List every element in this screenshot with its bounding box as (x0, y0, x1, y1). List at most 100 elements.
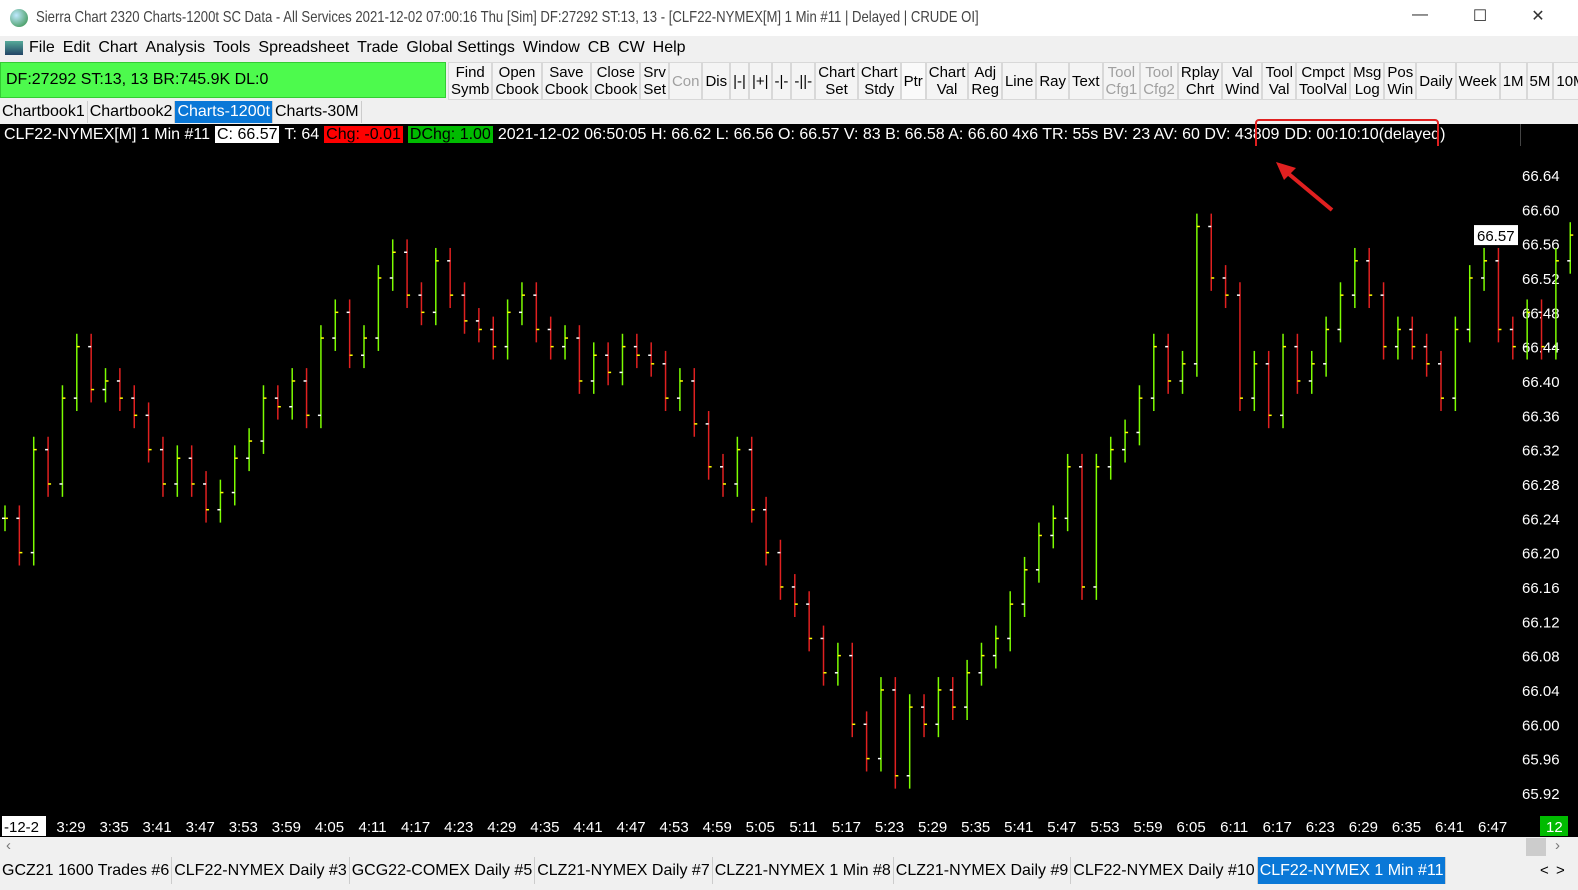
toolbar-button-week[interactable]: Week (1455, 62, 1500, 100)
toolbar-button-10m[interactable]: 10M (1553, 62, 1578, 100)
ohlc-bar (1236, 282, 1243, 412)
toolbar-button-findsymb[interactable]: Find Symb (448, 62, 493, 100)
toolbar-button-chartstdy[interactable]: Chart Stdy (857, 62, 901, 100)
x-tick-label: 4:29 (487, 819, 516, 836)
x-tick-label: 6:23 (1306, 819, 1335, 836)
toolbar-button-toolval[interactable]: Tool Val (1262, 62, 1296, 100)
toolbar-button-savecbook[interactable]: Save Cbook (541, 62, 592, 100)
button-label: 5M (1529, 72, 1551, 90)
menu-file[interactable]: File (29, 39, 55, 56)
x-tick-label: 5:23 (875, 819, 904, 836)
x-tick-label: 6:35 (1392, 819, 1421, 836)
scroll-right-icon[interactable]: › (1555, 837, 1560, 854)
chart-tab[interactable]: CLF22-NYMEX 1 Min #11 (1257, 857, 1447, 884)
ohlc-bar (1107, 436, 1114, 480)
horizontal-scrollbar[interactable]: ‹ › (0, 837, 1578, 857)
ohlc-bar (1394, 316, 1401, 360)
ohlc-bar (432, 247, 439, 326)
toolbar-button-rplaychrt[interactable]: Rplay Chrt (1177, 62, 1223, 100)
chartbook-tab[interactable]: Chartbook1 (0, 101, 88, 123)
menu-spreadsheet[interactable]: Spreadsheet (258, 39, 350, 56)
menu-cb[interactable]: CB (587, 39, 611, 56)
toolbar-button-poswin[interactable]: Pos Win (1384, 62, 1417, 100)
ohlc-bar (418, 282, 425, 326)
toolbar-button-opencbook[interactable]: Open Cbook (492, 62, 542, 100)
button-label: Adj (974, 64, 997, 81)
chart-tab[interactable]: GCG22-COMEX Daily #5 (350, 857, 536, 884)
ohlc-bar (404, 239, 411, 309)
menu-chart[interactable]: Chart (98, 39, 138, 56)
toolbar-button-con[interactable]: Con (668, 62, 703, 100)
trades-value: T: 64 (284, 126, 320, 143)
ohlc-bar (73, 333, 80, 412)
toolbar-button-daily[interactable]: Daily (1416, 62, 1456, 100)
toolbar-button-ray[interactable]: Ray (1036, 62, 1069, 100)
toolbar-button-msglog[interactable]: Msg Log (1350, 62, 1385, 100)
x-tick-label: 5:35 (961, 819, 990, 836)
toolbar-button-tool[interactable]: -||- (791, 62, 816, 100)
menu-global-settings[interactable]: Global Settings (406, 39, 515, 56)
chart-tab[interactable]: CLF22-NYMEX Daily #3 (172, 857, 350, 884)
toolbar-button-chartval[interactable]: Chart Val (925, 62, 969, 100)
x-tick-label: 5:47 (1047, 819, 1076, 836)
toolbar-button-1m[interactable]: 1M (1499, 62, 1527, 100)
y-tick-label: 66.00 (1522, 717, 1560, 734)
scroll-left-icon[interactable]: ‹ (6, 837, 11, 854)
chartbook-tab[interactable]: Charts-1200t (175, 101, 273, 123)
toolbar-button-line[interactable]: Line (1001, 62, 1037, 100)
toolbar-button-tool[interactable]: |+| (748, 62, 772, 100)
ohlc-bar (475, 308, 482, 343)
menu-tools[interactable]: Tools (213, 39, 251, 56)
chart-tab[interactable]: CLZ21-NYMEX 1 Min #8 (713, 857, 894, 884)
chart-tab[interactable]: CLZ21-NYMEX Daily #7 (535, 857, 713, 884)
menu-analysis[interactable]: Analysis (145, 39, 206, 56)
button-label: Ray (1039, 72, 1066, 90)
ohlc-bar (332, 299, 339, 351)
x-tick-label: 6:17 (1263, 819, 1292, 836)
tabs-prev-icon[interactable]: < (1540, 862, 1549, 879)
chartbook-tab[interactable]: Chartbook2 (88, 101, 176, 123)
toolbar-button-ptr[interactable]: Ptr (900, 62, 926, 100)
x-tick-label: 4:47 (616, 819, 645, 836)
button-label: Cfg2 (1143, 81, 1175, 98)
toolbar-button-toolcfg1[interactable]: Tool Cfg1 (1102, 62, 1141, 100)
button-label: Tool (1107, 64, 1136, 81)
chartbook-tab[interactable]: Charts-30M (273, 101, 362, 123)
ohlc-bar (1294, 333, 1301, 394)
scroll-thumb[interactable] (1526, 838, 1546, 856)
menu-cw[interactable]: CW (618, 39, 645, 56)
toolbar-button-cmpcttoolval[interactable]: Cmpct ToolVal (1295, 62, 1351, 100)
toolbar-button-tool[interactable]: -|- (771, 62, 792, 100)
ohlc-bar (1165, 333, 1172, 394)
button-label: Cfg1 (1105, 81, 1138, 98)
toolbar-button-5m[interactable]: 5M (1526, 62, 1554, 100)
toolbar-button-toolcfg2[interactable]: Tool Cfg2 (1140, 62, 1178, 100)
x-tick-label: 6:47 (1478, 819, 1507, 836)
toolbar-button-dis[interactable]: Dis (702, 62, 731, 100)
menu-trade[interactable]: Trade (357, 39, 399, 56)
toolbar-button-adjreg[interactable]: Adj Reg (968, 62, 1002, 100)
chart-app-icon[interactable] (5, 41, 23, 55)
chart-tab[interactable]: CLF22-NYMEX Daily #10 (1071, 857, 1258, 884)
menu-window[interactable]: Window (522, 39, 580, 56)
ohlc-bar (705, 411, 712, 480)
chart-tab[interactable]: CLZ21-NYMEX Daily #9 (894, 857, 1072, 884)
maximize-button[interactable]: ☐ (1472, 8, 1488, 25)
menu-edit[interactable]: Edit (62, 39, 91, 56)
tabs-next-icon[interactable]: > (1556, 862, 1565, 879)
chart-tab[interactable]: GCZ21 1600 Trades #6 (0, 857, 173, 884)
toolbar-button-tool[interactable]: |-| (730, 62, 749, 100)
toolbar-button-valwind[interactable]: Val Wind (1222, 62, 1263, 100)
menu-help[interactable]: Help (652, 39, 686, 56)
toolbar-button-srvset[interactable]: Srv Set (640, 62, 669, 100)
price-chart[interactable]: 66.6466.6066.5666.5266.4866.4466.4066.36… (0, 146, 1578, 815)
ohlc-bar (892, 677, 899, 789)
button-label: Cbook (495, 81, 539, 98)
toolbar-button-chartset[interactable]: Chart Set (815, 62, 858, 100)
minimize-button[interactable]: — (1412, 6, 1428, 23)
toolbar-button-text[interactable]: Text (1069, 62, 1103, 100)
toolbar-button-closecbook[interactable]: Close Cbook (591, 62, 641, 100)
ohlc-bar (1222, 265, 1229, 309)
ohlc-bar (720, 453, 726, 497)
close-button[interactable]: ✕ (1531, 8, 1545, 25)
